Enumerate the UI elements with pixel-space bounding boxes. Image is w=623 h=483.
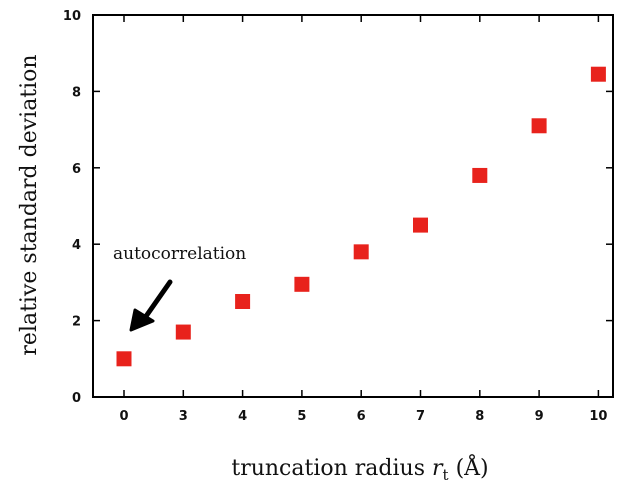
x-tick-label: 0 [119, 409, 128, 424]
data-point-0 [116, 351, 132, 367]
y-tick-label: 6 [72, 162, 81, 177]
y-tick-label: 4 [72, 238, 81, 253]
y-axis: 0 2 4 6 8 10 [63, 9, 613, 406]
annotation-arrow [129, 279, 173, 332]
data-point-8 [472, 167, 488, 183]
x-tick-label: 3 [179, 409, 188, 424]
y-tick-label: 2 [72, 315, 81, 330]
x-tick-label: 6 [357, 409, 366, 424]
x-tick-label: 7 [416, 409, 425, 424]
data-points [116, 66, 606, 367]
data-point-6 [353, 244, 369, 260]
y-tick-label: 10 [63, 9, 81, 24]
data-point-7 [413, 217, 428, 233]
y-tick-label: 8 [72, 85, 81, 100]
x-tick-label: 8 [475, 409, 484, 424]
x-axis-symbol: r [432, 456, 444, 481]
x-axis-spacer [449, 456, 456, 481]
data-point-9 [531, 118, 547, 134]
data-point-10 [590, 66, 606, 82]
x-tick-label: 5 [297, 409, 306, 424]
x-axis-title: truncation radius rt (Å) [231, 453, 488, 483]
x-tick-label: 10 [589, 409, 607, 424]
x-tick-label: 4 [238, 409, 247, 424]
x-tick-label: 9 [535, 409, 544, 424]
plot-frame [92, 14, 614, 398]
data-point-3 [175, 324, 191, 340]
plot-border [92, 14, 614, 398]
y-tick-label: 0 [72, 391, 81, 406]
data-point-5 [294, 276, 310, 292]
annotation-label: autocorrelation [113, 244, 246, 264]
x-axis-unit: (Å) [456, 453, 489, 481]
y-axis-title: relative standard deviation [17, 54, 42, 355]
x-axis-title-text: truncation radius [231, 456, 425, 481]
x-axis: 0 3 4 5 6 7 8 9 10 [119, 15, 607, 424]
x-axis-subscript: t [443, 466, 449, 483]
data-point-4 [235, 294, 251, 309]
